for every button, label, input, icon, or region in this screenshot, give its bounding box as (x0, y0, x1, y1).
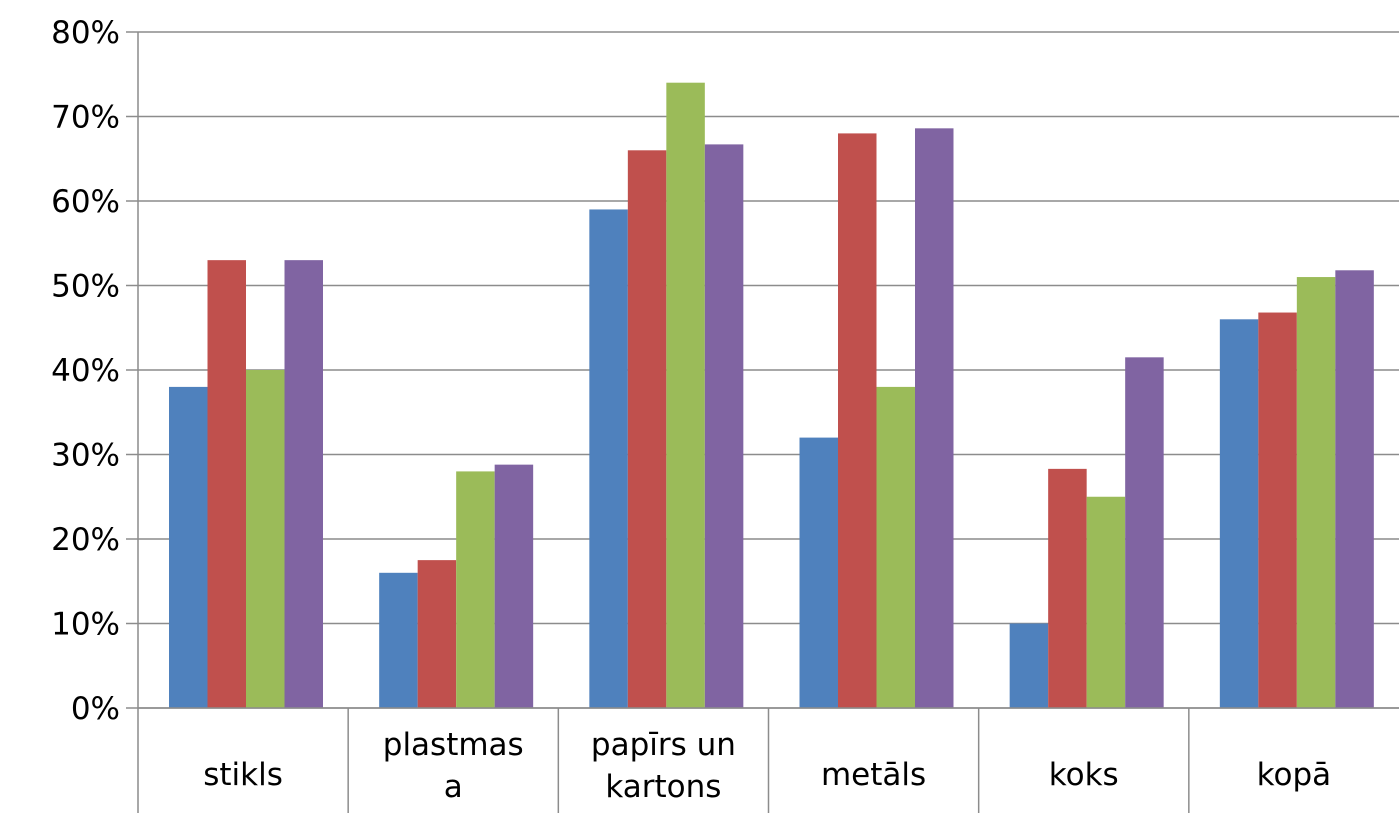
x-category-label: kopā (1257, 757, 1332, 793)
bar (627, 150, 667, 709)
bar (1258, 312, 1297, 708)
x-category-label: a (444, 769, 463, 805)
x-category-label: plastmas (383, 727, 524, 763)
bar (1086, 496, 1126, 708)
y-tick-label: 80% (51, 15, 120, 51)
bar (207, 260, 246, 708)
bar (379, 572, 418, 708)
y-tick-label: 60% (51, 184, 120, 220)
y-tick-label: 70% (51, 100, 120, 136)
y-tick-label: 50% (51, 269, 120, 305)
bar (876, 386, 915, 708)
bar (456, 471, 495, 708)
y-tick-label: 20% (51, 522, 120, 558)
bar (589, 209, 628, 708)
bar (799, 437, 838, 708)
bar (915, 128, 954, 708)
x-category-label: metāls (821, 757, 926, 793)
y-tick-label: 30% (51, 438, 120, 474)
gridlines (138, 31, 1399, 709)
bar (1048, 468, 1087, 708)
bar (417, 560, 457, 708)
y-tick-label: 10% (51, 607, 120, 643)
bar (1219, 319, 1259, 708)
bar (666, 82, 705, 708)
bar (494, 464, 534, 708)
bar (246, 370, 285, 708)
labels: 0% 10% 20% 30% 40% 50% 60% 70% 80% stikls plastmas… (51, 15, 1331, 805)
bar (1125, 357, 1164, 708)
x-category-label: stikls (203, 757, 283, 793)
x-category-label: koks (1049, 757, 1119, 793)
bar (838, 133, 877, 708)
x-category-label: papīrs un (591, 727, 736, 763)
bars (169, 82, 1374, 709)
bar (1335, 270, 1374, 708)
bar (284, 260, 323, 708)
bar (1009, 623, 1049, 708)
x-category-label: kartons (605, 769, 721, 805)
bar (704, 144, 744, 708)
y-tick-label: 40% (51, 353, 120, 389)
bar (1296, 277, 1336, 708)
y-tick-label: 0% (71, 691, 120, 727)
bar (169, 386, 208, 708)
axes (126, 31, 1399, 813)
